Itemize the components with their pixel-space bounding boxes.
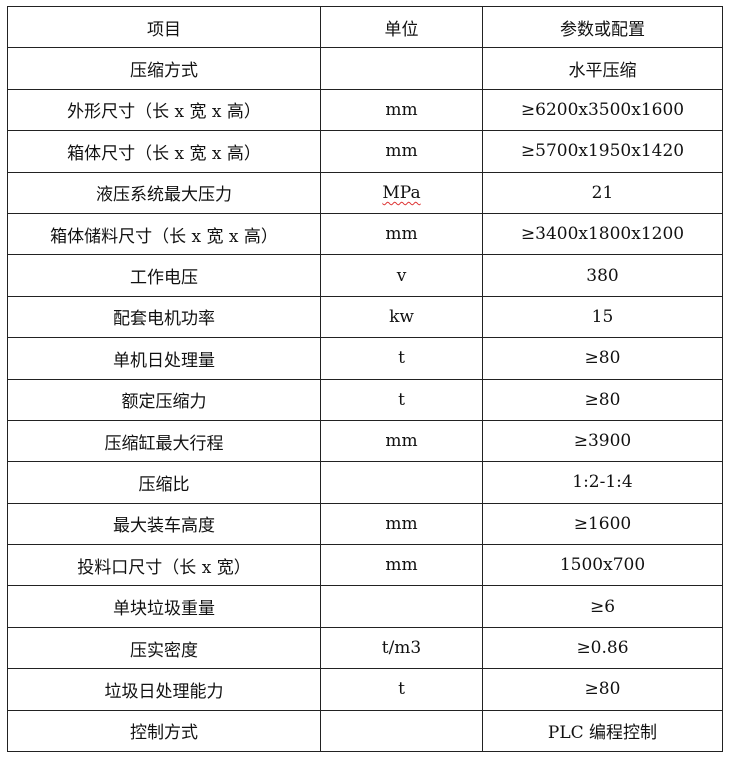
value-cell: PLC 编程控制 <box>482 709 723 753</box>
unit-cell <box>320 709 483 753</box>
unit-cell <box>320 461 483 504</box>
table-row: 工作电压 v 380 <box>7 254 723 297</box>
value-cell: 380 <box>482 254 723 297</box>
item-cell: 箱体储料尺寸（长 x 宽 x 高） <box>7 212 321 256</box>
unit-cell: mm <box>320 544 483 587</box>
value-cell: ≥80 <box>482 668 723 711</box>
header-row: 项目 单位 参数或配置 <box>7 5 723 49</box>
unit-cell <box>320 47 483 90</box>
item-cell: 箱体尺寸（长 x 宽 x 高） <box>7 130 321 173</box>
table-row: 额定压缩力 t ≥80 <box>7 378 723 421</box>
item-cell: 压实密度 <box>7 626 321 670</box>
table-row: 箱体储料尺寸（长 x 宽 x 高） mm ≥3400x1800x1200 <box>7 212 723 256</box>
value-cell: 21 <box>482 171 723 214</box>
value-cell: 1:2-1:4 <box>482 461 723 504</box>
value-cell: ≥6 <box>482 585 723 628</box>
item-cell: 单机日处理量 <box>7 337 321 380</box>
value-cell: 15 <box>482 295 723 339</box>
unit-cell: mm <box>320 419 483 463</box>
header-item: 项目 <box>7 5 321 49</box>
unit-cell: v <box>320 254 483 297</box>
value-cell: 1500x700 <box>482 544 723 587</box>
item-cell: 工作电压 <box>7 254 321 297</box>
table-row: 压缩比 1:2-1:4 <box>7 461 723 504</box>
spec-table-body: 项目 单位 参数或配置 压缩方式 水平压缩 外形尺寸（长 x 宽 x 高） mm ≥62… <box>7 5 723 753</box>
value-cell: ≥1600 <box>482 502 723 546</box>
item-cell: 压缩比 <box>7 461 321 504</box>
unit-cell: mm <box>320 130 483 173</box>
unit-cell: mm <box>320 88 483 132</box>
table-row: 液压系统最大压力 MPa 21 <box>7 171 723 214</box>
value-cell: ≥80 <box>482 337 723 380</box>
table-row: 投料口尺寸（长 x 宽） mm 1500x700 <box>7 544 723 587</box>
item-cell: 压缩方式 <box>7 47 321 90</box>
unit-cell: kw <box>320 295 483 339</box>
unit-cell: t <box>320 668 483 711</box>
spec-table: 项目 单位 参数或配置 压缩方式 水平压缩 外形尺寸（长 x 宽 x 高） mm ≥62… <box>7 5 723 753</box>
table-row: 单块垃圾重量 ≥6 <box>7 585 723 628</box>
unit-cell: mm <box>320 212 483 256</box>
unit-cell: mm <box>320 502 483 546</box>
table-row: 压缩方式 水平压缩 <box>7 47 723 90</box>
item-cell: 额定压缩力 <box>7 378 321 421</box>
table-row: 压实密度 t/m3 ≥0.86 <box>7 626 723 670</box>
value-cell: ≥5700x1950x1420 <box>482 130 723 173</box>
item-cell: 单块垃圾重量 <box>7 585 321 628</box>
table-row: 垃圾日处理能力 t ≥80 <box>7 668 723 711</box>
table-row: 压缩缸最大行程 mm ≥3900 <box>7 419 723 463</box>
item-cell: 配套电机功率 <box>7 295 321 339</box>
header-unit: 单位 <box>320 5 483 49</box>
header-value: 参数或配置 <box>482 5 723 49</box>
item-cell: 控制方式 <box>7 709 321 753</box>
value-cell: 水平压缩 <box>482 47 723 90</box>
value-cell: ≥3900 <box>482 419 723 463</box>
unit-cell: t <box>320 378 483 421</box>
item-cell: 外形尺寸（长 x 宽 x 高） <box>7 88 321 132</box>
unit-cell: MPa <box>320 171 483 214</box>
table-row: 单机日处理量 t ≥80 <box>7 337 723 380</box>
item-cell: 压缩缸最大行程 <box>7 419 321 463</box>
value-cell: ≥0.86 <box>482 626 723 670</box>
spellcheck-underlined-text: MPa <box>382 182 421 203</box>
table-row: 外形尺寸（长 x 宽 x 高） mm ≥6200x3500x1600 <box>7 88 723 132</box>
item-cell: 最大装车高度 <box>7 502 321 546</box>
table-row: 最大装车高度 mm ≥1600 <box>7 502 723 546</box>
table-row: 控制方式 PLC 编程控制 <box>7 709 723 753</box>
item-cell: 投料口尺寸（长 x 宽） <box>7 544 321 587</box>
item-cell: 液压系统最大压力 <box>7 171 321 214</box>
value-cell: ≥80 <box>482 378 723 421</box>
item-cell: 垃圾日处理能力 <box>7 668 321 711</box>
unit-cell: t <box>320 337 483 380</box>
unit-cell: t/m3 <box>320 626 483 670</box>
value-cell: ≥3400x1800x1200 <box>482 212 723 256</box>
value-cell: ≥6200x3500x1600 <box>482 88 723 132</box>
unit-cell <box>320 585 483 628</box>
table-row: 配套电机功率 kw 15 <box>7 295 723 339</box>
table-row: 箱体尺寸（长 x 宽 x 高） mm ≥5700x1950x1420 <box>7 130 723 173</box>
